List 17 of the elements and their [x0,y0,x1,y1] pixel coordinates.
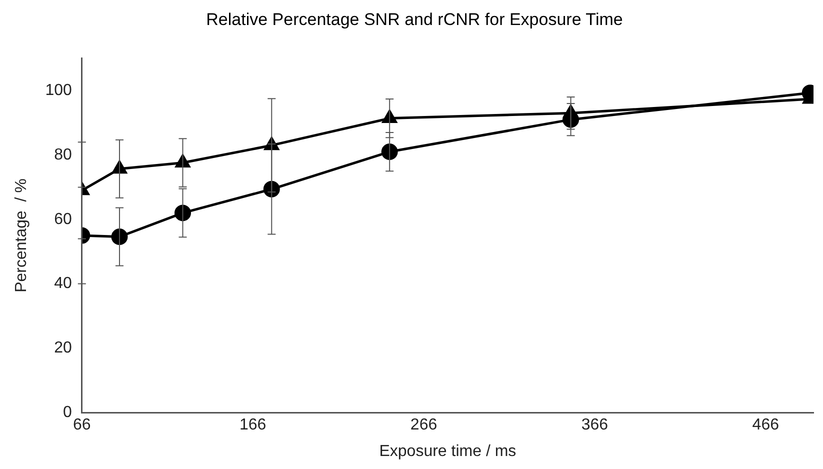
x-tick-label: 66 [72,416,91,434]
chart-title: Relative Percentage SNR and rCNR for Exposure Time [206,10,623,29]
y-tick-label: 40 [54,275,72,292]
x-tick-label: 466 [752,416,780,434]
point [381,144,398,160]
y-tick-label: 60 [54,210,72,228]
point [174,204,191,222]
y-tick-label: 100 [45,82,72,100]
x-axis-title: Exposure time / ms [379,442,516,460]
y-tick-label: 20 [54,340,72,357]
x-tick-label: 266 [410,416,438,434]
x-tick-label: 166 [239,416,266,434]
y-tick-label: 80 [54,146,72,164]
y-axis-title: Percentage / % [13,178,30,292]
x-tick-label: 366 [581,416,608,434]
y-tick-label: 0 [62,404,72,422]
point [111,228,128,246]
